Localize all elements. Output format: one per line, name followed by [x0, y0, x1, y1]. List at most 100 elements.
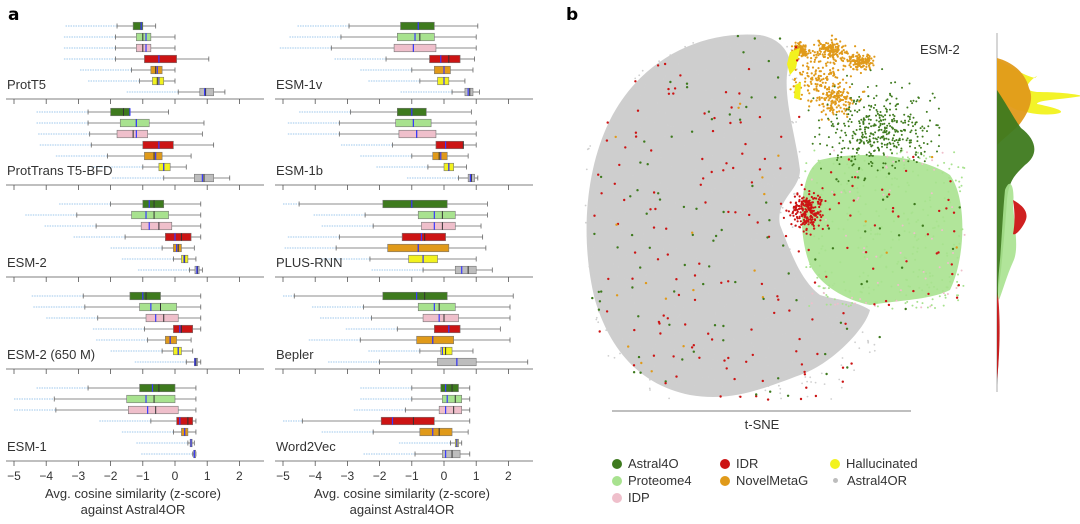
point-idr: [666, 253, 669, 256]
point-astral40: [894, 167, 897, 169]
point-astral40: [883, 105, 886, 108]
point-proteome4: [944, 296, 947, 299]
point-astral40r: [640, 126, 642, 129]
point-idr: [812, 206, 815, 209]
point-idr: [800, 214, 804, 218]
point-astral40r: [780, 190, 783, 193]
point-novelmetag: [955, 246, 958, 249]
point-astral40r: [672, 320, 675, 323]
point-astral40: [888, 122, 891, 125]
point-idr: [598, 330, 601, 333]
point-proteome4: [805, 266, 808, 269]
point-astral40: [853, 109, 856, 112]
point-astral40: [847, 113, 850, 116]
point-astral40: [857, 168, 860, 170]
point-astral40: [870, 165, 873, 167]
box-novelmetag: [121, 427, 197, 437]
point-astral40: [836, 159, 839, 161]
point-astral40r: [758, 194, 761, 197]
point-astral40: [908, 141, 911, 144]
point-astral40r: [770, 375, 772, 378]
point-astral40: [884, 107, 887, 110]
point-astral40: [846, 366, 849, 369]
point-astral40r: [619, 352, 621, 355]
point-astral40: [786, 394, 790, 397]
point-astral40: [750, 96, 753, 99]
point-proteome4: [856, 163, 859, 166]
point-novelmetag: [858, 55, 862, 58]
point-idr: [808, 190, 811, 193]
point-astral40: [890, 81, 893, 84]
box-idr: [99, 416, 197, 426]
point-astral40r: [629, 189, 631, 192]
point-idr: [807, 202, 810, 205]
point-proteome4: [840, 191, 843, 194]
box-astral40: [36, 107, 169, 117]
point-astral40: [922, 142, 925, 144]
point-astral40r: [632, 231, 634, 234]
point-astral40: [885, 133, 888, 136]
point-astral40: [868, 108, 871, 111]
point-astral40r: [645, 274, 648, 276]
point-astral40: [819, 142, 822, 145]
point-proteome4: [921, 302, 924, 305]
point-astral40: [850, 159, 853, 163]
point-astral40r: [784, 332, 787, 335]
point-astral40: [863, 118, 866, 121]
point-astral40: [885, 110, 888, 113]
point-novelmetag: [866, 53, 869, 56]
point-astral40r: [719, 295, 722, 298]
box-astral40r: [328, 357, 529, 367]
point-astral40: [875, 109, 878, 111]
point-astral40r: [728, 248, 731, 250]
point-astral40r: [704, 349, 707, 352]
point-proteome4: [921, 289, 924, 292]
point-astral40: [856, 138, 859, 141]
point-idr: [793, 218, 797, 221]
point-astral40r: [755, 60, 758, 63]
point-astral40r: [722, 191, 725, 194]
point-proteome4: [809, 266, 812, 268]
point-astral40: [935, 124, 938, 127]
point-idr: [812, 210, 815, 213]
point-novelmetag: [811, 66, 815, 69]
point-astral40: [912, 99, 915, 102]
point-proteome4: [914, 233, 917, 236]
point-astral40: [836, 128, 839, 131]
point-novelmetag: [837, 92, 840, 95]
point-astral40: [593, 232, 596, 236]
point-astral40r: [779, 201, 782, 204]
point-astral40r: [662, 247, 665, 250]
point-astral40: [889, 108, 891, 111]
point-astral40r: [673, 286, 675, 289]
point-proteome4: [832, 190, 835, 193]
point-novelmetag: [814, 69, 818, 72]
model-label: ProtTrans T5-BFD: [7, 163, 112, 178]
boxplot-bepler: Bepler: [275, 291, 533, 374]
point-astral40r: [679, 322, 681, 325]
point-idr: [926, 233, 930, 236]
point-astral40: [861, 131, 864, 134]
point-astral40r: [807, 331, 809, 333]
point-novelmetag: [826, 95, 830, 98]
point-astral40: [936, 150, 938, 153]
point-proteome4: [933, 226, 936, 229]
point-idr: [738, 92, 741, 95]
point-idr: [633, 328, 636, 332]
panel-b-letter: b: [566, 5, 578, 25]
point-idr: [730, 106, 733, 109]
legend-label: Hallucinated: [846, 456, 918, 471]
point-proteome4: [925, 157, 928, 160]
point-proteome4: [928, 272, 931, 275]
point-astral40: [896, 120, 898, 122]
point-astral40: [835, 178, 838, 181]
point-novelmetag: [797, 57, 800, 61]
point-proteome4: [880, 226, 883, 229]
point-astral40r: [676, 316, 679, 319]
point-astral40r: [761, 285, 764, 288]
box-iqr: [382, 291, 448, 301]
point-novelmetag: [682, 345, 685, 348]
point-astral40: [708, 265, 711, 268]
point-proteome4: [903, 230, 906, 233]
point-novelmetag: [822, 109, 825, 112]
